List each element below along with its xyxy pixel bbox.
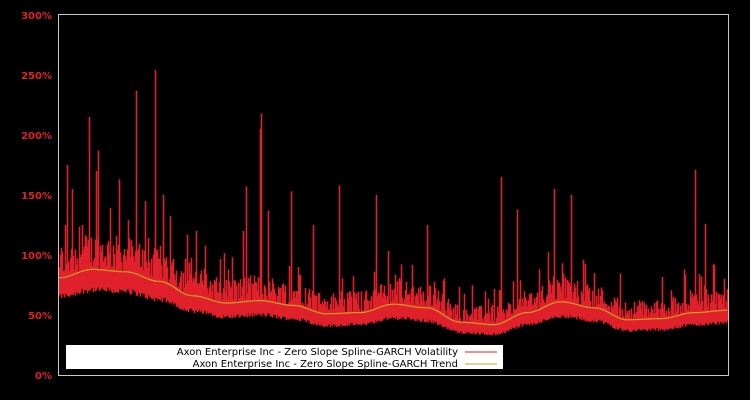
ytick-label: 0% — [35, 371, 52, 382]
legend: Axon Enterprise Inc - Zero Slope Spline-… — [66, 345, 503, 370]
volatility-series — [58, 70, 729, 336]
ytick-label: 150% — [21, 191, 52, 202]
ytick-label: 100% — [21, 251, 52, 262]
ytick-label: 200% — [21, 131, 52, 142]
trend-series — [58, 268, 727, 326]
legend-label-volatility: Axon Enterprise Inc - Zero Slope Spline-… — [177, 347, 458, 358]
y-axis-ticks: 0% 50% 100% 150% 200% 250% 300% — [21, 11, 52, 382]
plot-frame — [58, 14, 729, 376]
ytick-label: 250% — [21, 71, 52, 82]
legend-box — [66, 345, 503, 369]
ytick-label: 300% — [21, 11, 52, 22]
volatility-line — [58, 70, 729, 336]
legend-label-trend: Axon Enterprise Inc - Zero Slope Spline-… — [193, 359, 458, 370]
ytick-label: 50% — [28, 311, 52, 322]
